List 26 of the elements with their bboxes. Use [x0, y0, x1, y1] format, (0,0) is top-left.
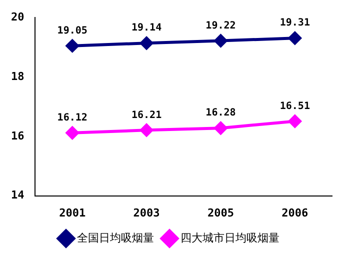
point	[66, 126, 79, 140]
y-tick-label: 18	[10, 70, 24, 83]
x-tick-label: 2005	[207, 206, 234, 220]
data-label: 16.21	[131, 110, 162, 121]
legend-label: 四大城市日均吸烟量	[180, 231, 280, 244]
point	[214, 34, 228, 48]
point	[288, 114, 302, 128]
data-label: 19.05	[57, 25, 88, 36]
point	[214, 122, 228, 135]
point	[140, 36, 154, 50]
x-tick-label: 2006	[282, 206, 309, 220]
data-label: 19.31	[280, 18, 310, 29]
data-label: 19.22	[206, 20, 236, 32]
point	[140, 124, 154, 137]
data-label: 16.51	[280, 100, 310, 112]
data-label: 16.28	[206, 108, 236, 119]
y-tick-label: 20	[10, 10, 24, 24]
y-tick-label: 14	[10, 188, 25, 202]
data-label: 16.12	[57, 112, 88, 124]
point	[66, 39, 79, 52]
data-label: 19.14	[131, 22, 162, 34]
legend-label: 全国日均吸烟量	[77, 231, 154, 244]
x-tick-label: 2001	[59, 206, 86, 220]
y-tick-label: 16	[10, 129, 25, 142]
x-tick-label: 2003	[133, 206, 160, 220]
point	[288, 32, 302, 45]
